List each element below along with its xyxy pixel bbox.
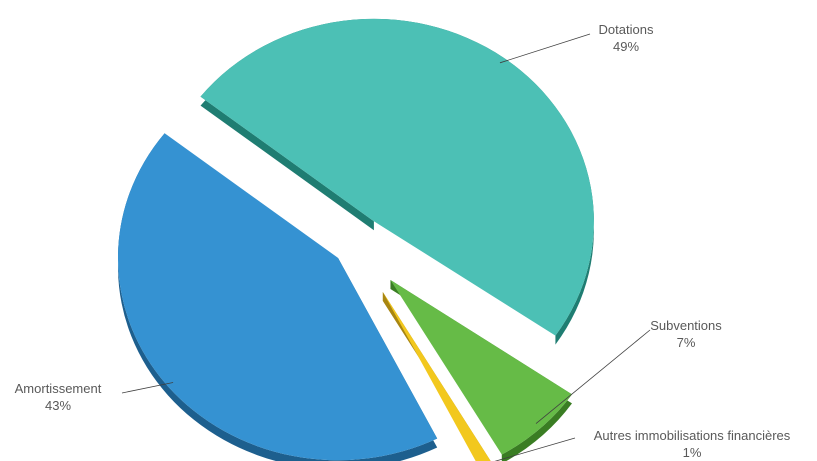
slice-amortissement xyxy=(117,133,438,461)
slice-dotations xyxy=(200,18,594,336)
slice-labels: Dotations 49% Subventions 7% Autres immobili… xyxy=(15,22,791,460)
leader-line-subventions xyxy=(535,329,651,424)
slice-label-subventions: Subventions xyxy=(650,318,722,333)
slice-label-autres-immobilisations-financieres: Autres immobilisations financières xyxy=(594,428,791,443)
slice-value-amortissement: 43% xyxy=(45,398,71,413)
slice-tops xyxy=(117,18,594,461)
leader-lines xyxy=(121,33,651,461)
leader-line-amortissement xyxy=(121,382,174,394)
slice-subventions xyxy=(390,279,572,455)
leader-line-dotations xyxy=(499,33,591,64)
slice-label-amortissement: Amortissement xyxy=(15,381,102,396)
slice-value-subventions: 7% xyxy=(677,335,696,350)
leader-line-autres-immobilisations-financieres xyxy=(494,437,576,461)
slice-value-autres-immobilisations-financieres: 1% xyxy=(683,445,702,460)
slice-value-dotations: 49% xyxy=(613,39,639,54)
slice-label-dotations: Dotations xyxy=(599,22,654,37)
